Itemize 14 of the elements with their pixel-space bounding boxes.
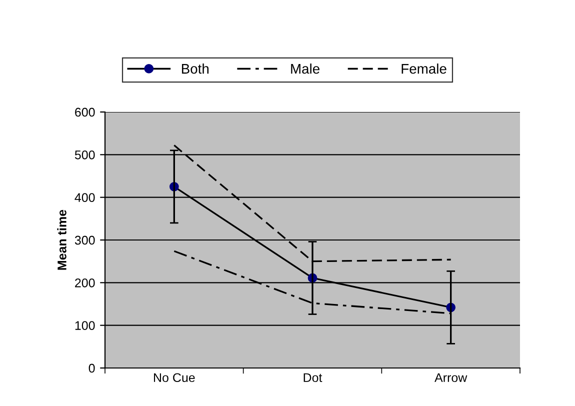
y-tick-label: 300 bbox=[74, 236, 95, 245]
y-axis-title: Mean time bbox=[57, 210, 66, 270]
legend-label: Female bbox=[402, 64, 446, 74]
x-tick-label: No Cue bbox=[154, 373, 195, 382]
y-tick-label: 100 bbox=[75, 321, 95, 330]
x-tick-label: Arrow bbox=[434, 373, 468, 382]
legend-label: Male bbox=[291, 64, 320, 74]
legend-label: Both bbox=[182, 64, 209, 74]
y-tick-label: 600 bbox=[75, 108, 95, 117]
y-tick-label: 200 bbox=[75, 278, 95, 288]
y-tick-label: 400 bbox=[74, 193, 95, 202]
y-tick-label: 0 bbox=[88, 364, 95, 373]
y-tick-label: 500 bbox=[74, 150, 95, 160]
x-tick-label: Dot bbox=[304, 373, 322, 382]
